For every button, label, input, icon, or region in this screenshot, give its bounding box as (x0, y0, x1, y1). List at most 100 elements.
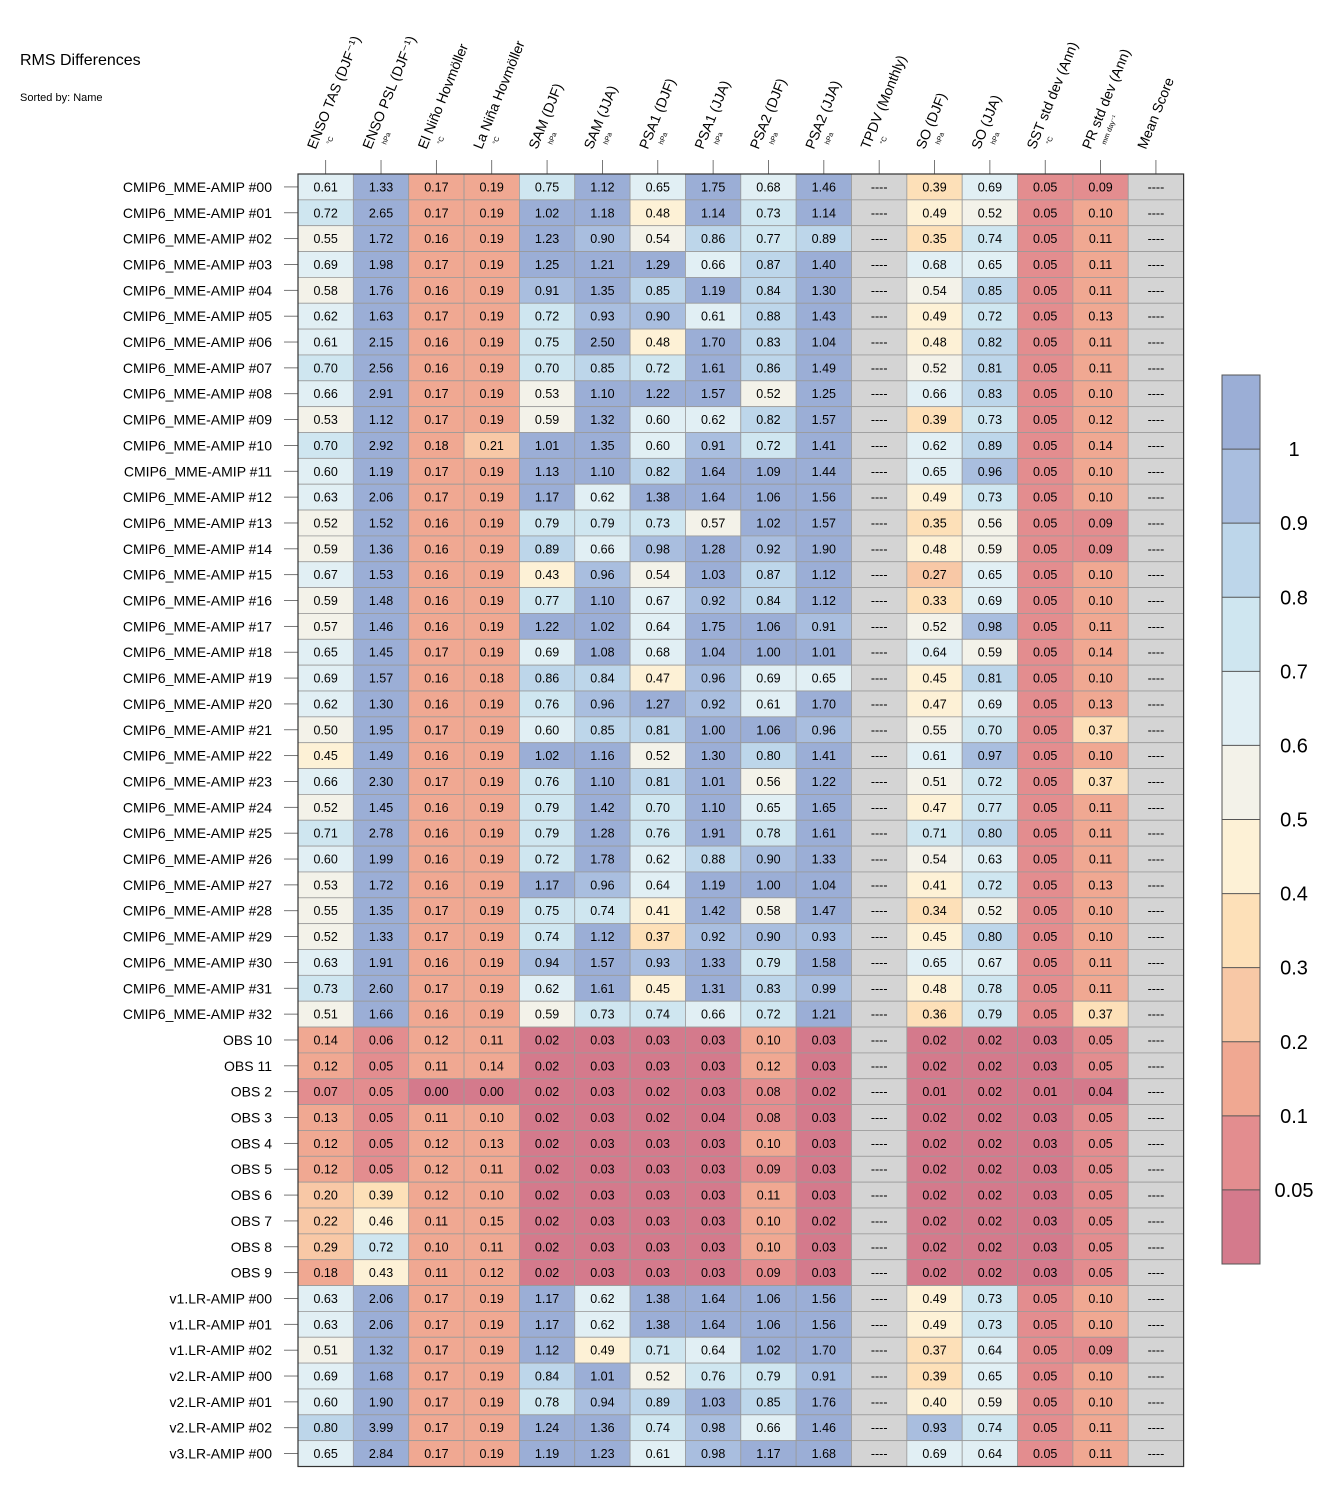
cell-value: ---- (1148, 1008, 1165, 1022)
cell-value: 0.79 (978, 1008, 1002, 1022)
cell-value: 0.37 (922, 1344, 946, 1358)
cell-value: 0.96 (812, 723, 836, 737)
heatmap-cell (906, 716, 963, 744)
cell-value: 0.52 (978, 206, 1002, 220)
cell-value: 1.19 (701, 284, 725, 298)
cell-value: ---- (871, 206, 888, 220)
cell-value: 0.79 (590, 516, 614, 530)
cell-value: 0.11 (425, 1266, 448, 1280)
heatmap-cell (519, 690, 576, 718)
cell-value: 0.16 (424, 284, 448, 298)
cell-value: 0.84 (590, 672, 614, 686)
cell-value: 0.02 (978, 1111, 1002, 1125)
heatmap-cell (851, 613, 908, 640)
cell-value: 0.05 (1033, 749, 1057, 763)
cell-value: ---- (1148, 491, 1165, 505)
heatmap-cell (685, 1000, 742, 1028)
heatmap-cell (795, 199, 852, 227)
heatmap-cell (795, 1207, 852, 1235)
heatmap-cell (1127, 819, 1184, 847)
cell-value: 1.04 (701, 646, 725, 660)
colorbar-segment (1222, 967, 1260, 1043)
cell-value: 0.83 (978, 387, 1002, 401)
cell-value: 0.17 (424, 1447, 448, 1461)
cell-value: 0.02 (978, 1085, 1002, 1099)
heatmap-cell (629, 1207, 686, 1235)
cell-value: 0.62 (590, 491, 614, 505)
cell-value: 1.68 (369, 1370, 393, 1384)
cell-value: 0.72 (756, 1008, 780, 1022)
cell-value: 1.41 (812, 439, 836, 453)
heatmap-cell (740, 1311, 797, 1338)
row-label: OBS 3 (231, 1110, 272, 1126)
cell-value: 0.10 (424, 1240, 448, 1254)
heatmap-cell (352, 199, 410, 227)
heatmap-cell (408, 845, 465, 873)
cell-value: 0.94 (535, 956, 559, 970)
heatmap-cell (463, 1414, 520, 1442)
cell-value: ---- (871, 491, 888, 505)
cell-value: 0.04 (1088, 1085, 1112, 1099)
heatmap-cell (1072, 225, 1129, 252)
cell-value: 0.96 (590, 878, 614, 892)
cell-value: 1.63 (369, 310, 393, 324)
cell-value: ---- (871, 542, 888, 556)
heatmap-cell (463, 1207, 520, 1235)
heatmap-cell (1017, 561, 1074, 589)
cell-value: 0.09 (1088, 516, 1112, 530)
cell-value: ---- (1148, 827, 1165, 841)
cell-value: 0.14 (480, 1059, 504, 1073)
colorbar-label: 0.4 (1280, 884, 1308, 906)
heatmap-cell (795, 897, 852, 925)
cell-value: 1.22 (812, 775, 836, 789)
cell-value: 1.32 (369, 1344, 393, 1358)
heatmap-cell (574, 276, 631, 304)
cell-value: 0.29 (314, 1240, 338, 1254)
heatmap-cell (519, 1000, 576, 1028)
heatmap-cell (408, 1336, 465, 1364)
cell-value: 0.16 (424, 336, 448, 350)
row-label: v2.LR-AMIP #02 (170, 1420, 273, 1436)
heatmap-cell (795, 225, 852, 252)
heatmap-cell (1127, 276, 1184, 304)
cell-value: 0.05 (369, 1111, 393, 1125)
cell-value: 0.92 (701, 697, 725, 711)
cell-value: 0.52 (314, 516, 338, 530)
cell-value: 1.01 (812, 646, 836, 660)
cell-value: 0.05 (369, 1163, 393, 1177)
cell-value: 0.03 (701, 1059, 725, 1073)
cell-value: 0.00 (424, 1085, 448, 1099)
cell-value: 0.10 (1088, 491, 1112, 505)
cell-value: 0.02 (812, 1214, 836, 1228)
cell-value: ---- (871, 232, 888, 246)
heatmap-cell (629, 819, 686, 847)
heatmap-cell (906, 768, 963, 795)
heatmap-cell (906, 923, 963, 950)
cell-value: 0.73 (978, 1292, 1002, 1306)
heatmap-cell (1017, 1104, 1074, 1131)
row-label: OBS 11 (224, 1058, 272, 1074)
colorbar-label: 0.6 (1280, 735, 1308, 757)
heatmap-cell (685, 199, 742, 227)
cell-value: ---- (871, 1033, 888, 1047)
cell-value: 1.16 (590, 749, 614, 763)
heatmap-cell (352, 173, 410, 201)
cell-value: 1.41 (812, 749, 836, 763)
cell-value: ---- (871, 387, 888, 401)
cell-value: 0.10 (756, 1214, 780, 1228)
cell-value: ---- (1148, 1189, 1165, 1203)
heatmap-cell (574, 561, 631, 589)
heatmap-cell (685, 1207, 742, 1235)
heatmap-cell (408, 1414, 465, 1442)
cell-value: 1.30 (369, 697, 393, 711)
cell-value: 0.05 (1088, 1266, 1112, 1280)
heatmap-cell (1127, 1052, 1184, 1080)
cell-value: 0.03 (646, 1059, 670, 1073)
cell-value: 0.12 (424, 1163, 448, 1177)
cell-value: ---- (1148, 1240, 1165, 1254)
cell-value: 0.03 (1033, 1033, 1057, 1047)
cell-value: 0.85 (978, 284, 1002, 298)
colorbar-segment (1222, 375, 1260, 450)
cell-value: 1.61 (812, 827, 836, 841)
cell-value: 0.65 (978, 258, 1002, 272)
